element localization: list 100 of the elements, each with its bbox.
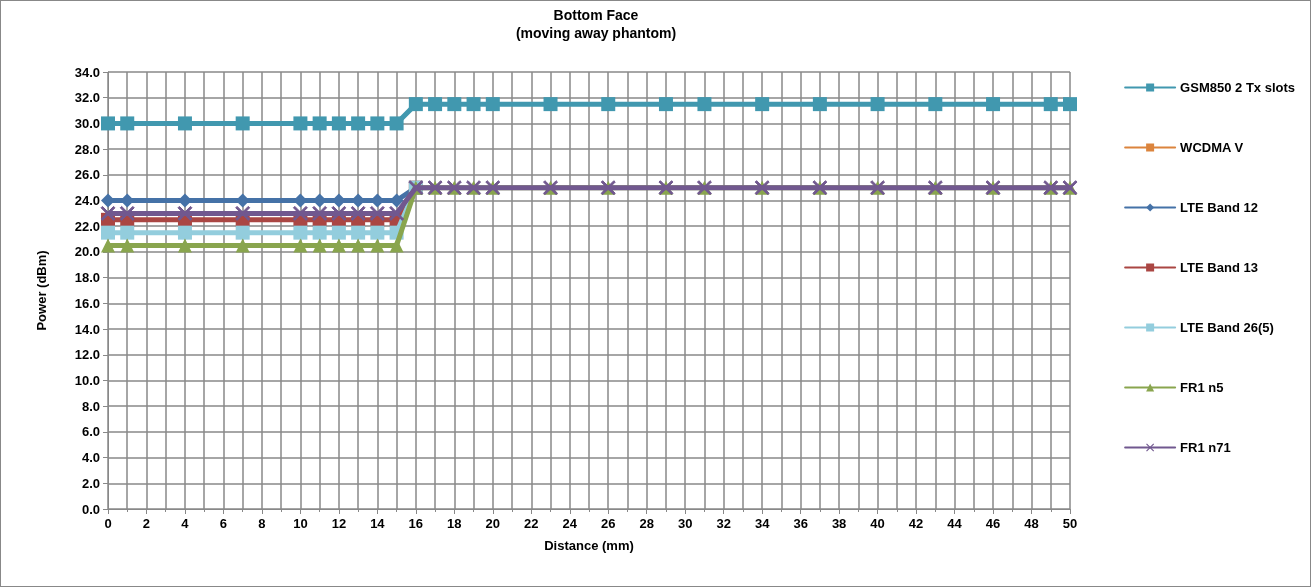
point [351, 116, 366, 131]
point [601, 97, 616, 112]
point [177, 238, 192, 253]
y-tick-label: 10.0 [74, 372, 100, 388]
point [428, 97, 443, 112]
x-tick-label: 50 [1062, 516, 1078, 531]
x-tick-label: 0 [104, 516, 112, 531]
point [101, 193, 115, 208]
legend-label: LTE Band 13 [1180, 260, 1258, 275]
x-tick-label: 30 [677, 516, 693, 531]
y-tick-label: 16.0 [74, 295, 100, 311]
legend-label: LTE Band 26(5) [1180, 320, 1274, 335]
x-tick-label: 26 [601, 516, 616, 531]
x-tick-label: 42 [908, 516, 924, 531]
legend-label: GSM850 2 Tx slots [1180, 80, 1296, 95]
point [331, 238, 346, 253]
point [293, 238, 308, 253]
x-tick-label: 46 [985, 516, 1001, 531]
point [447, 97, 462, 112]
x-tick-label: 28 [639, 516, 654, 531]
point [369, 205, 385, 221]
point [389, 238, 404, 253]
point [292, 205, 308, 221]
point [331, 116, 346, 131]
x-tick-label: 6 [219, 516, 228, 531]
x-axis-title: Distance (mm) [544, 538, 634, 553]
point [351, 225, 366, 240]
point [101, 238, 115, 253]
y-tick-label: 26.0 [74, 167, 100, 183]
y-tick-label: 20.0 [74, 244, 100, 260]
point [331, 225, 346, 240]
point [812, 97, 827, 112]
y-tick-label: 12.0 [74, 347, 100, 363]
point [697, 97, 712, 112]
point [177, 205, 193, 221]
point [120, 238, 135, 253]
legend-label: LTE Band 12 [1180, 200, 1258, 215]
point [235, 225, 250, 240]
point [928, 97, 943, 112]
legend-label: FR1 n5 [1180, 380, 1224, 395]
y-tick-label: 34.0 [74, 64, 100, 80]
y-tick-label: 24.0 [74, 193, 100, 209]
point [119, 205, 135, 221]
x-tick-label: 14 [370, 516, 386, 531]
point [235, 205, 251, 221]
point [485, 97, 500, 112]
point [101, 225, 115, 240]
point [312, 238, 327, 253]
point [466, 97, 481, 112]
point [235, 116, 250, 131]
y-tick-label: 32.0 [74, 90, 100, 106]
point [101, 116, 115, 131]
point [408, 97, 423, 112]
legend-label: WCDMA V [1180, 140, 1244, 155]
point [331, 205, 347, 221]
x-tick-label: 16 [408, 516, 424, 531]
point [870, 97, 885, 112]
x-tick-label: 10 [293, 516, 308, 531]
point [312, 116, 327, 131]
point [351, 238, 366, 253]
chart-subtitle: (moving away phantom) [515, 25, 677, 41]
x-tick-label: 34 [754, 516, 771, 531]
point [177, 225, 192, 240]
point [350, 205, 366, 221]
x-tick-label: 8 [258, 516, 266, 531]
point [120, 225, 135, 240]
y-tick-label: 28.0 [74, 141, 100, 157]
x-tick-label: 24 [562, 516, 578, 531]
x-tick-label: 4 [181, 516, 190, 531]
point [370, 116, 385, 131]
point [312, 225, 327, 240]
point [1043, 97, 1058, 112]
point [389, 116, 404, 131]
legend-label: FR1 n71 [1180, 440, 1231, 455]
x-tick-label: 48 [1024, 516, 1039, 531]
y-tick-label: 6.0 [81, 424, 100, 440]
x-tick-label: 44 [947, 516, 963, 531]
point [235, 238, 250, 253]
x-tick-label: 2 [142, 516, 151, 531]
point [986, 97, 1001, 112]
point [543, 97, 558, 112]
point [312, 205, 328, 221]
y-tick-label: 0.0 [81, 501, 100, 517]
point [370, 225, 385, 240]
y-axis-title: Power (dBm) [34, 250, 49, 331]
y-tick-label: 22.0 [74, 218, 100, 234]
point [293, 225, 308, 240]
x-tick-label: 18 [447, 516, 462, 531]
y-tick-label: 30.0 [74, 115, 100, 131]
point [100, 205, 116, 221]
point [755, 97, 770, 112]
x-tick-label: 40 [870, 516, 885, 531]
chart-title: Bottom Face [553, 7, 639, 23]
point [177, 116, 192, 131]
x-tick-label: 20 [485, 516, 501, 531]
point [1063, 97, 1077, 112]
y-tick-label: 14.0 [74, 321, 100, 337]
y-tick-label: 2.0 [81, 475, 100, 491]
x-tick-label: 36 [793, 516, 808, 531]
x-tick-label: 38 [831, 516, 847, 531]
